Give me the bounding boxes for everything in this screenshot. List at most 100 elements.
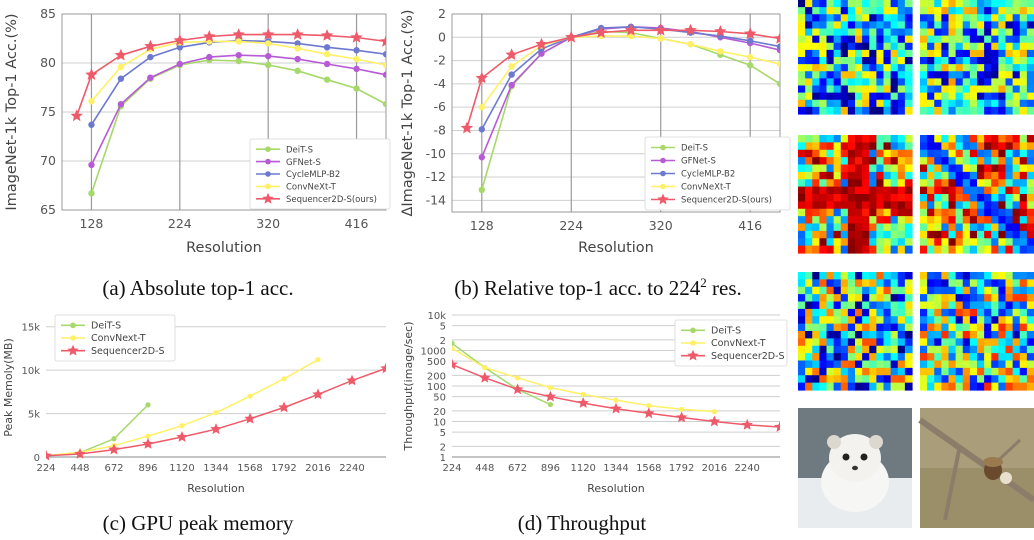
data-point xyxy=(281,376,287,382)
legend-label: Sequencer2D-S xyxy=(711,351,785,362)
data-point xyxy=(511,383,524,395)
data-point xyxy=(382,50,386,58)
caption-b-prefix: (b) Relative top-1 acc. to 224 xyxy=(454,276,701,300)
legend-swatch-dot xyxy=(265,183,271,190)
data-point xyxy=(74,448,86,459)
data-point xyxy=(350,31,363,43)
caption-a: (a) Absolute top-1 acc. xyxy=(102,276,293,300)
legend-label: DeiT-S xyxy=(711,326,741,337)
y-axis-label: Peak Memoly(MB) xyxy=(2,338,15,437)
data-point xyxy=(176,431,188,442)
y-tick-label: 200 xyxy=(427,371,446,382)
data-point xyxy=(294,45,301,52)
data-point xyxy=(538,50,545,57)
y-tick-label: 2 xyxy=(440,442,446,453)
y-tick-label: 75 xyxy=(40,104,56,119)
legend-swatch-dot xyxy=(660,144,666,151)
attention-heatmap xyxy=(920,135,1034,254)
plot-frame xyxy=(61,13,387,211)
x-tick-label: 128 xyxy=(80,216,104,231)
legend: DeiT-S GFNet-S CycleMLP-B2 ConvNeXt-T Sequen… xyxy=(249,138,391,210)
data-point xyxy=(679,406,685,412)
x-tick-label: 2016 xyxy=(305,463,330,474)
y-tick-label: 20 xyxy=(433,407,446,418)
data-point xyxy=(508,71,515,78)
x-tick-label: 1344 xyxy=(603,463,628,474)
y-tick-label: 2 xyxy=(438,6,446,21)
attention-heatmap xyxy=(798,272,913,391)
legend-label: GFNet-S xyxy=(681,157,716,167)
data-point xyxy=(353,85,360,92)
legend-box xyxy=(674,319,788,367)
x-tick-label: 1792 xyxy=(669,463,694,474)
series-group xyxy=(46,357,386,461)
y-tick-label: 10k xyxy=(21,366,40,377)
data-point xyxy=(244,412,256,424)
y-tick-label: -4 xyxy=(434,76,447,91)
caption-b: (b) Relative top-1 acc. to 2242 res. xyxy=(454,275,742,300)
data-point xyxy=(117,100,125,108)
legend-swatch-star xyxy=(657,193,669,205)
data-point xyxy=(294,55,301,63)
data-point xyxy=(114,48,128,61)
ermine-photo xyxy=(798,408,912,528)
data-point xyxy=(505,48,518,60)
attention-heatmap xyxy=(920,0,1034,115)
data-point xyxy=(85,68,98,80)
data-point xyxy=(291,28,304,40)
legend-swatch-dot xyxy=(660,157,666,164)
attention-heatmap xyxy=(798,0,913,115)
series-group xyxy=(460,23,780,194)
chart-panel-relative-accuracy: -14 -12 -10 -8 -6 -4 -2 0 2 128 224 320 416 Resolutio… xyxy=(400,6,791,256)
data-point xyxy=(478,154,486,161)
legend-label: CycleMLP-B2 xyxy=(286,170,340,180)
data-point xyxy=(594,26,608,38)
series-line-sequencer2d-s xyxy=(452,363,780,428)
x-tick-label: 896 xyxy=(138,463,157,474)
x-tick-label: 128 xyxy=(470,218,494,233)
legend-swatch-dot xyxy=(265,158,271,165)
y-tick-label: -6 xyxy=(434,99,447,114)
data-point xyxy=(535,37,548,50)
y-tick-label: 65 xyxy=(40,202,56,217)
x-tick-label: 224 xyxy=(36,463,55,474)
data-point xyxy=(382,100,386,108)
data-point xyxy=(624,23,638,36)
x-tick-label: 416 xyxy=(345,216,369,231)
data-point xyxy=(323,60,331,68)
y-tick-label: 15k xyxy=(21,323,40,334)
x-tick-label: 224 xyxy=(559,218,583,233)
data-point xyxy=(173,34,186,46)
attention-heatmap xyxy=(798,135,913,254)
data-point xyxy=(179,423,185,429)
data-point xyxy=(515,375,521,381)
data-point xyxy=(213,410,219,416)
caption-b-suffix: res. xyxy=(707,276,742,300)
series-group xyxy=(70,28,386,197)
branch-acorn-photo xyxy=(918,408,1034,528)
legend-swatch-dot xyxy=(660,170,666,177)
data-point xyxy=(353,47,360,54)
legend-label: CycleMLP-B2 xyxy=(681,170,735,180)
data-point xyxy=(610,402,622,414)
data-point xyxy=(646,403,652,409)
series-line-sequencer2d-s xyxy=(466,29,780,129)
caption-b-sup: 2 xyxy=(700,275,707,290)
data-point xyxy=(508,63,515,70)
y-axis-label: Throughput(image/sec) xyxy=(402,322,415,452)
y-tick-label: 5k xyxy=(28,410,40,421)
data-point xyxy=(452,345,455,351)
x-tick-label: 1344 xyxy=(203,463,228,474)
data-point xyxy=(264,40,272,47)
data-point xyxy=(380,362,386,374)
data-point xyxy=(482,364,488,371)
series-line-convnext-t xyxy=(46,359,319,457)
legend-swatch-dot xyxy=(70,322,76,329)
series-line-cyclemlp-b2 xyxy=(481,25,780,130)
data-point xyxy=(382,61,386,69)
x-tick-label: 416 xyxy=(738,218,762,233)
legend-box xyxy=(54,314,176,362)
data-point xyxy=(478,103,486,111)
data-point xyxy=(774,421,780,432)
